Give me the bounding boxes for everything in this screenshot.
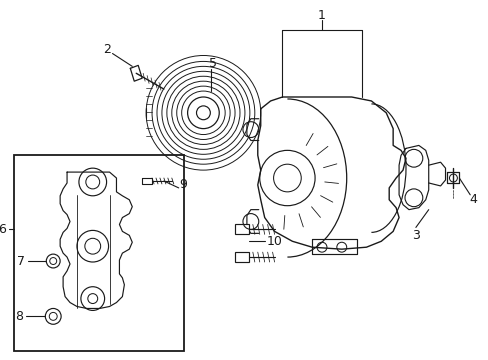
Text: 8: 8 bbox=[15, 310, 22, 323]
Text: 7: 7 bbox=[17, 255, 24, 267]
Bar bbox=[14, 155, 183, 351]
Bar bbox=[235, 252, 248, 262]
Text: 9: 9 bbox=[180, 179, 187, 192]
Text: 4: 4 bbox=[468, 193, 476, 206]
Bar bbox=[235, 225, 248, 234]
Text: 1: 1 bbox=[317, 9, 325, 22]
Text: 2: 2 bbox=[102, 43, 110, 56]
Text: 10: 10 bbox=[266, 235, 282, 248]
Text: 5: 5 bbox=[209, 57, 217, 70]
Text: 6: 6 bbox=[0, 223, 6, 236]
Text: 3: 3 bbox=[411, 229, 419, 242]
